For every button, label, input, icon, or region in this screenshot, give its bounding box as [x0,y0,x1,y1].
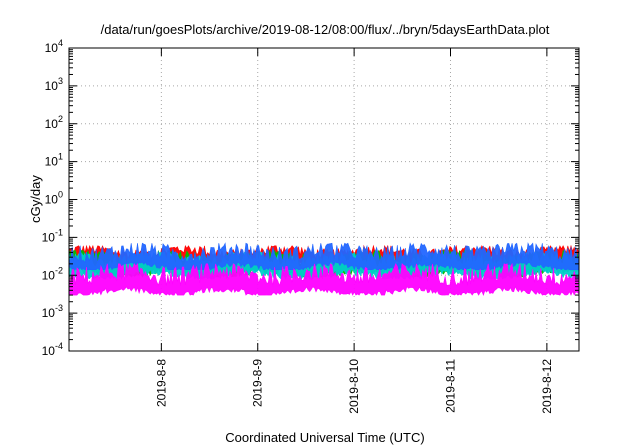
y-tick-label: 10-3 [42,303,63,320]
y-tick-label: 103 [45,76,63,93]
axis-ticks [69,47,579,352]
y-tick-label: 101 [45,152,63,169]
y-tick-label: 10-2 [42,265,63,282]
y-tick-label: 10-1 [42,227,63,244]
y-axis-label: cGy/day [28,175,43,223]
x-tick-label: 2019-8-12 [540,359,554,414]
x-tick-label: 2019-8-8 [154,359,168,407]
x-tick-label: 2019-8-9 [251,359,265,407]
tick-labels: 10-4 10-3 10-2 10-1 100 101 102 103 104 2019-8-8 2… [42,38,554,414]
y-tick-label: 102 [45,114,63,131]
y-tick-label: 104 [45,38,63,55]
y-tick-label: 10-4 [42,341,63,358]
y-tick-label: 100 [45,190,63,207]
x-axis-label: Coordinated Universal Time (UTC) [225,430,424,445]
x-tick-label: 2019-8-11 [443,359,457,413]
x-tick-label: 2019-8-10 [347,359,361,414]
data-series [68,242,580,296]
grid-lines [69,48,579,351]
chart-title: /data/run/goesPlots/archive/2019-08-12/0… [101,22,550,37]
